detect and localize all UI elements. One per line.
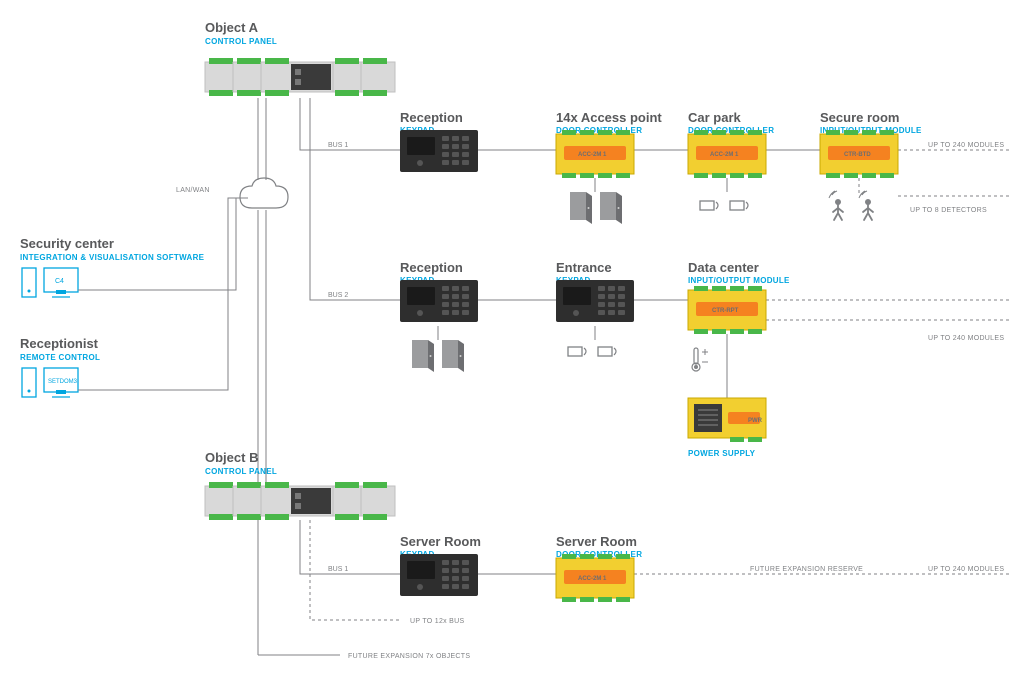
person-motion-icon: [859, 191, 873, 220]
security-subtitle: INTEGRATION & VISUALISATION SOFTWARE: [20, 253, 205, 262]
chip-label: CTR-BTD: [844, 152, 871, 158]
keypad-icon: [556, 280, 634, 322]
chip-label: ACC-2M 1: [578, 576, 607, 582]
object-b: Object B CONTROL PANEL: [205, 450, 395, 520]
chip-label: PWR: [748, 418, 763, 424]
bus1-label-b: BUS 1: [328, 566, 348, 573]
keypad-icon: [400, 554, 478, 596]
access-point: 14x Access point DOOR CONTROLLER ACC-2M …: [556, 110, 662, 224]
prox-reader-icon: [700, 201, 718, 210]
door-icon: [600, 192, 622, 224]
car-park: Car park DOOR CONTROLLER ACC-2M 1: [688, 110, 774, 210]
keypad-icon: [400, 130, 478, 172]
chip-label: ACC-2M 1: [578, 152, 607, 158]
receptionist-title: Receptionist: [20, 336, 99, 351]
reception-title: Reception: [400, 110, 463, 125]
chip-label: ACC-2M 1: [710, 152, 739, 158]
object-a-subtitle: CONTROL PANEL: [205, 37, 277, 46]
carpark-title: Car park: [688, 110, 742, 125]
prox-reader-icon: [568, 347, 586, 356]
door-icon: [442, 340, 464, 372]
reception-bus1: Reception KEYPAD: [400, 110, 478, 172]
object-b-subtitle: CONTROL PANEL: [205, 467, 277, 476]
bus2-label: BUS 2: [328, 292, 348, 299]
future-reserve-label: FUTURE EXPANSION RESERVE: [750, 566, 863, 573]
reception-title: Reception: [400, 260, 463, 275]
c4-label: C4: [55, 278, 64, 285]
pc-tower-icon: [22, 368, 36, 397]
upto8-label: UP TO 8 DETECTORS: [910, 207, 987, 214]
thermometer-icon: [692, 348, 708, 371]
future7-label: FUTURE EXPANSION 7x OBJECTS: [348, 653, 470, 660]
bus1-label: BUS 1: [328, 142, 348, 149]
entrance-title: Entrance: [556, 260, 612, 275]
power-title: POWER SUPPLY: [688, 449, 756, 458]
object-a: Object A CONTROL PANEL: [205, 20, 395, 96]
security-center: Security center INTEGRATION & VISUALISAT…: [20, 236, 205, 297]
door-icon: [570, 192, 592, 224]
reception-bus2: Reception KEYPAD: [400, 260, 478, 372]
access-title: 14x Access point: [556, 110, 662, 125]
chip-label: CTR-RPT: [712, 308, 739, 314]
pc-tower-icon: [22, 268, 36, 297]
receptionist-subtitle: REMOTE CONTROL: [20, 353, 100, 362]
secure-room: Secure room INPUT/OUTPUT MODULE CTR-BTD …: [820, 110, 1004, 220]
upto240-label: UP TO 240 MODULES: [928, 142, 1004, 149]
data-sub: INPUT/OUTPUT MODULE: [688, 276, 790, 285]
prox-reader-icon: [730, 201, 748, 210]
control-panel-icon: [205, 58, 395, 96]
upto12bus-label: UP TO 12x BUS: [410, 618, 465, 625]
server-title2: Server Room: [556, 534, 637, 549]
prox-reader-icon: [598, 347, 616, 356]
secure-title: Secure room: [820, 110, 899, 125]
data-title: Data center: [688, 260, 759, 275]
keypad-icon: [400, 280, 478, 322]
data-center: Data center INPUT/OUTPUT MODULE CTR-RPT …: [688, 260, 1004, 371]
entrance: Entrance KEYPAD: [556, 260, 634, 356]
server-title: Server Room: [400, 534, 481, 549]
upto240-label: UP TO 240 MODULES: [928, 335, 1004, 342]
control-panel-icon: [205, 482, 395, 520]
lan-wan-label: LAN/WAN: [176, 187, 210, 194]
diagram-canvas: Object A CONTROL PANEL LAN/WAN Security …: [0, 0, 1024, 689]
server-room-controller: Server Room DOOR CONTROLLER ACC-2M 1: [556, 534, 642, 602]
upto240-label: UP TO 240 MODULES: [928, 566, 1004, 573]
person-motion-icon: [829, 191, 843, 220]
setdom-label: SETDOM3: [48, 379, 78, 385]
server-room-keypad: Server Room KEYPAD: [400, 534, 481, 596]
door-icon: [412, 340, 434, 372]
object-b-title: Object B: [205, 450, 258, 465]
cloud-icon: [240, 178, 288, 208]
receptionist: Receptionist REMOTE CONTROL SETDOM3: [20, 336, 130, 397]
object-a-title: Object A: [205, 20, 259, 35]
security-title: Security center: [20, 236, 114, 251]
power-supply: PWR POWER SUPPLY: [688, 398, 766, 458]
